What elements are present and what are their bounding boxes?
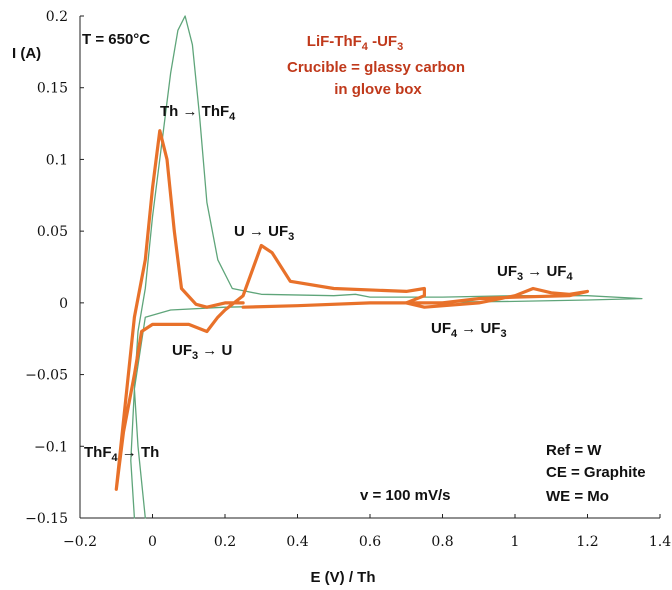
y-tick-label: −0.05	[25, 368, 68, 384]
uf4-reduction-label: UF4 → UF3	[431, 320, 507, 340]
data-series	[114, 15, 643, 519]
thf4-reduction-label: ThF4 → Th	[84, 444, 159, 464]
y-tick-label: 0.1	[46, 152, 68, 168]
x-tick-label: 0	[148, 534, 157, 550]
x-tick-label: 1.2	[576, 534, 598, 550]
th-oxidation-label: Th → ThF4	[160, 103, 236, 123]
axis-ticks: −0.2 0 0.2 0.4 0.6 0.8 1 1.2 1.4 −0.15 −0.1 −0.05 0 0…	[25, 9, 671, 550]
y-tick-label: 0	[59, 296, 68, 312]
header-line1: LiF-ThF4 -UF3	[307, 33, 403, 53]
x-tick-label: 0.2	[214, 534, 236, 550]
x-tick-label: −0.2	[63, 534, 97, 550]
u-oxidation-label: U → UF3	[234, 223, 294, 243]
y-tick-label: −0.1	[34, 439, 68, 455]
scan-rate-label: v = 100 mV/s	[360, 487, 450, 504]
uf3-oxidation-label: UF3 → UF4	[497, 263, 573, 283]
x-axis-label: E (V) / Th	[311, 569, 376, 586]
header-line2: Crucible = glassy carbon	[287, 59, 465, 76]
y-axis-label: I (A)	[12, 45, 41, 62]
y-tick-label: −0.15	[25, 511, 68, 527]
header-line3: in glove box	[334, 81, 422, 98]
working-electrode-label: WE = Mo	[546, 488, 609, 505]
y-tick-label: 0.05	[37, 224, 68, 240]
series-line-orange-right	[404, 286, 590, 309]
x-tick-label: 0.8	[431, 534, 453, 550]
y-tick-label: 0.15	[37, 81, 68, 97]
temperature-label: T = 650°C	[82, 31, 150, 48]
x-tick-label: 0.6	[359, 534, 381, 550]
counter-electrode-label: CE = Graphite	[546, 464, 646, 481]
uf3-reduction-label: UF3 → U	[172, 342, 232, 362]
x-tick-label: 1.4	[649, 534, 671, 550]
series-line-orange	[114, 129, 426, 491]
x-tick-label: 1	[511, 534, 520, 550]
ref-electrode-label: Ref = W	[546, 442, 602, 459]
x-tick-label: 0.4	[286, 534, 308, 550]
y-tick-label: 0.2	[46, 9, 68, 25]
